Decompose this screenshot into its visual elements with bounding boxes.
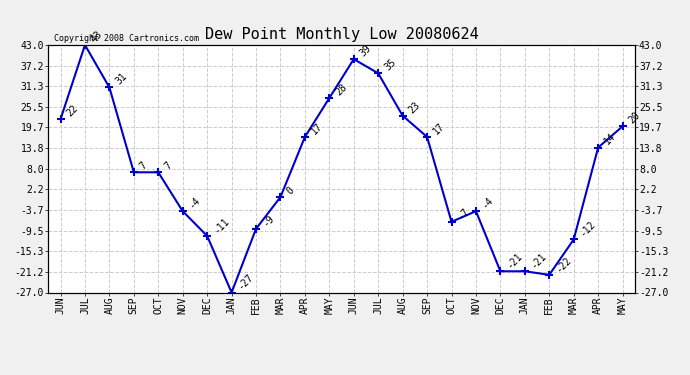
Text: -22: -22 [553,255,573,274]
Text: 17: 17 [309,121,324,136]
Text: 17: 17 [431,121,446,136]
Text: -21: -21 [504,251,524,270]
Text: 7: 7 [162,160,174,171]
Text: Copyright 2008 Cartronics.com: Copyright 2008 Cartronics.com [55,33,199,42]
Text: 31: 31 [114,71,129,87]
Text: 39: 39 [358,43,373,58]
Text: 7: 7 [138,160,149,171]
Text: -4: -4 [187,195,202,210]
Text: 43: 43 [89,29,104,44]
Text: 20: 20 [627,110,642,126]
Text: 22: 22 [65,103,80,118]
Text: 14: 14 [602,131,618,147]
Text: -4: -4 [480,195,495,210]
Text: 28: 28 [333,82,349,97]
Text: -11: -11 [211,216,231,235]
Text: 35: 35 [382,57,397,72]
Text: 0: 0 [284,185,296,196]
Text: -27: -27 [236,272,255,292]
Title: Dew Point Monthly Low 20080624: Dew Point Monthly Low 20080624 [205,27,478,42]
Text: -7: -7 [455,206,471,221]
Text: 23: 23 [407,99,422,115]
Text: -21: -21 [529,251,549,270]
Text: -9: -9 [260,213,275,228]
Text: -12: -12 [578,219,598,239]
